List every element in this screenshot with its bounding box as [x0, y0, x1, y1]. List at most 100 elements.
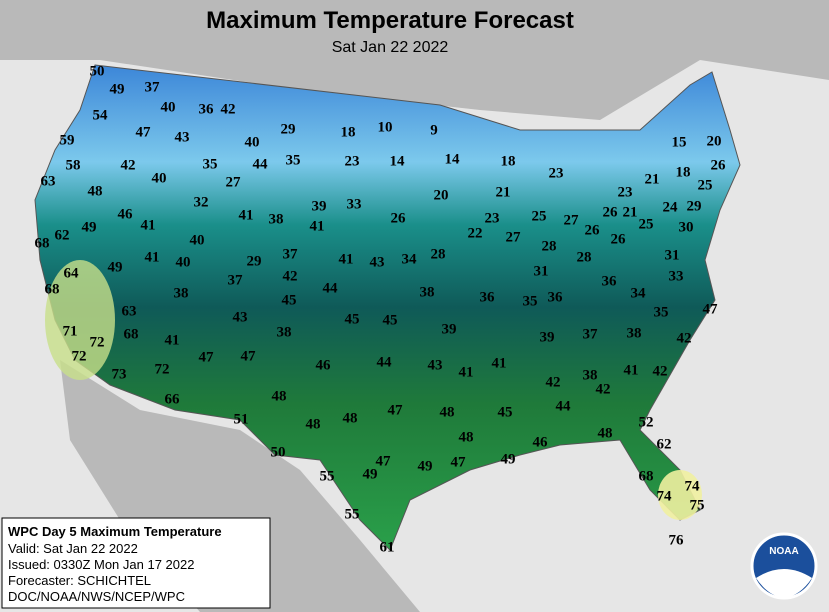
- temperature-label: 42: [546, 374, 561, 390]
- temperature-label: 54: [93, 107, 109, 123]
- temperature-label: 47: [388, 402, 404, 418]
- temperature-label: 42: [283, 268, 298, 284]
- logo-wave: [756, 569, 812, 598]
- temperature-label: 23: [549, 165, 564, 181]
- temperature-label: 10: [378, 119, 393, 135]
- temperature-label: 40: [161, 99, 176, 115]
- temperature-label: 74: [657, 488, 673, 504]
- title: Maximum Temperature Forecast: [206, 7, 574, 34]
- temperature-label: 68: [35, 235, 50, 251]
- temperature-label: 28: [577, 249, 592, 265]
- temperature-label: 55: [320, 468, 335, 484]
- temperature-label: 21: [623, 204, 638, 220]
- temperature-label: 48: [272, 388, 287, 404]
- temperature-label: 42: [121, 157, 136, 173]
- temperature-label: 48: [306, 416, 321, 432]
- temperature-label: 44: [323, 280, 339, 296]
- temperature-label: 66: [165, 391, 181, 407]
- temperature-label: 71: [63, 323, 78, 339]
- temperature-label: 35: [203, 156, 218, 172]
- warm-zone: [45, 260, 115, 380]
- temperature-label: 38: [269, 211, 284, 227]
- temperature-label: 40: [176, 254, 191, 270]
- temperature-label: 48: [459, 429, 474, 445]
- temperature-label: 48: [343, 410, 358, 426]
- temperature-label: 48: [88, 183, 103, 199]
- temperature-label: 32: [194, 194, 209, 210]
- temperature-label: 36: [602, 273, 618, 289]
- temperature-label: 36: [199, 101, 215, 117]
- temperature-label: 25: [698, 177, 713, 193]
- temperature-label: 41: [624, 362, 639, 378]
- temperature-label: 21: [496, 184, 511, 200]
- temperature-label: 15: [672, 134, 687, 150]
- info-box: [1, 517, 271, 609]
- temperature-label: 45: [282, 292, 297, 308]
- temperature-label: 38: [174, 285, 189, 301]
- temperature-label: 41: [339, 251, 354, 267]
- temperature-label: 47: [376, 453, 392, 469]
- temperature-label: 14: [445, 151, 461, 167]
- warm-zone: [658, 470, 702, 520]
- temperature-label: 18: [501, 153, 516, 169]
- temperature-label: 72: [155, 361, 170, 377]
- temperature-label: 23: [345, 153, 360, 169]
- temperature-label: 37: [283, 246, 299, 262]
- temperature-label: 23: [618, 184, 633, 200]
- temperature-label: 49: [110, 81, 125, 97]
- temperature-label: 37: [228, 272, 244, 288]
- info-line: DOC/NOAA/NWS/NCEP/WPC: [8, 589, 185, 604]
- temperature-label: 40: [245, 134, 260, 150]
- temperature-label: 28: [542, 238, 557, 254]
- temperature-label: 41: [165, 332, 180, 348]
- temperature-label: 42: [653, 363, 668, 379]
- temperature-label: 63: [122, 303, 137, 319]
- temperature-label: 44: [377, 354, 393, 370]
- temperature-label: 22: [468, 225, 483, 241]
- temperature-label: 38: [627, 325, 642, 341]
- temperature-label: 30: [679, 219, 694, 235]
- temperature-label: 44: [556, 398, 572, 414]
- temperature-label: 64: [64, 265, 80, 281]
- temperature-label: 75: [690, 497, 705, 513]
- temperature-label: 27: [226, 174, 242, 190]
- temperature-label: 29: [281, 121, 296, 137]
- temperature-label: 51: [234, 411, 249, 427]
- temperature-label: 18: [341, 124, 356, 140]
- temperature-label: 25: [639, 216, 654, 232]
- temperature-label: 49: [82, 219, 97, 235]
- temperature-label: 27: [564, 212, 580, 228]
- temperature-label: 39: [312, 198, 327, 214]
- temperature-label: 29: [687, 198, 702, 214]
- temperature-label: 41: [492, 355, 507, 371]
- logo-text: NOAA: [769, 546, 798, 557]
- temperature-label: 36: [548, 289, 564, 305]
- temperature-label: 35: [654, 304, 669, 320]
- temperature-label: 33: [347, 196, 362, 212]
- temperature-label: 52: [639, 414, 654, 430]
- temperature-label: 76: [669, 532, 685, 548]
- temperature-label: 46: [316, 357, 332, 373]
- temperature-label: 36: [480, 289, 496, 305]
- temperature-label: 47: [136, 124, 152, 140]
- temperature-label: 61: [380, 539, 395, 555]
- temperature-label: 45: [498, 404, 513, 420]
- temperature-label: 21: [645, 171, 660, 187]
- temperature-label: 34: [402, 251, 418, 267]
- temperature-label: 41: [239, 207, 254, 223]
- temperature-label: 29: [247, 253, 262, 269]
- temperature-label: 68: [124, 326, 139, 342]
- temperature-label: 44: [253, 156, 269, 172]
- temperature-labels: 50 49 37 54 40 36 42 47 43 29 18 10 9 40 59 58 42 35 44 35 2…: [35, 63, 727, 555]
- temperature-label: 20: [707, 133, 722, 149]
- temperature-label: 47: [241, 348, 257, 364]
- info-line: Valid: Sat Jan 22 2022: [8, 541, 138, 556]
- temperature-label: 68: [45, 281, 60, 297]
- temperature-label: 45: [383, 312, 398, 328]
- temperature-label: 49: [418, 458, 433, 474]
- temperature-label: 47: [199, 349, 215, 365]
- temperature-label: 49: [363, 466, 378, 482]
- temperature-label: 72: [90, 334, 105, 350]
